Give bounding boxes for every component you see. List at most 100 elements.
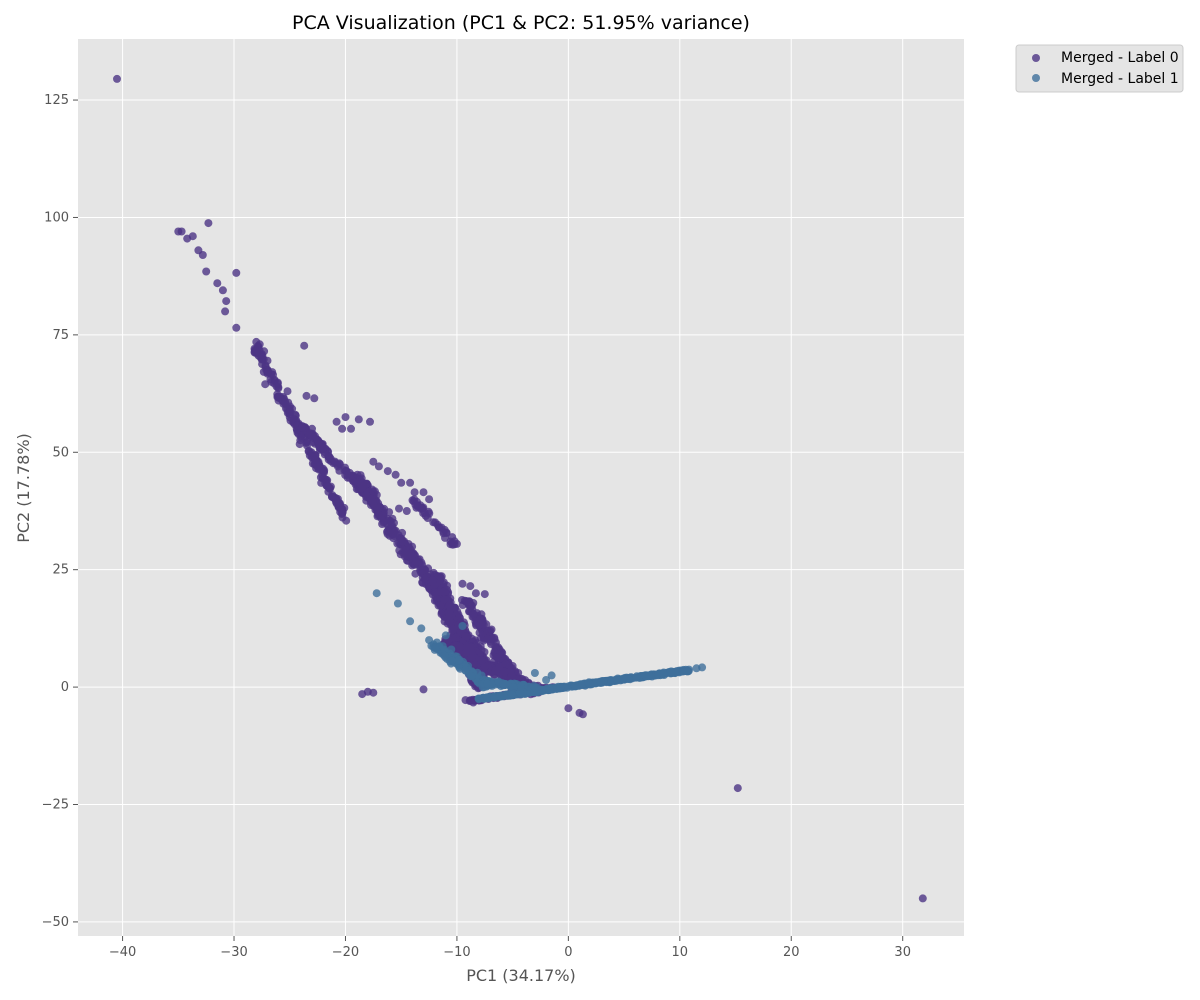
scatter-point [436,572,444,581]
scatter-point [445,617,454,626]
scatter-point [441,533,449,542]
scatter-point [393,599,402,608]
scatter-point [547,671,556,680]
scatter-point [406,478,415,487]
scatter-point [232,268,241,277]
scatter-point [596,678,605,687]
scatter-point [113,74,121,83]
scatter-point [401,548,410,556]
scatter-point [466,643,475,652]
scatter-point [407,551,416,560]
scatter-point [458,622,467,630]
scatter-point [467,653,476,662]
series-label-1 [372,589,707,704]
scatter-point [338,510,346,518]
scatter-point [461,648,470,657]
scatter-point [391,470,400,479]
scatter-point [440,595,449,604]
scatter-point [578,710,587,719]
scatter-point [428,576,437,585]
x-tick-label: −40 [109,945,136,960]
scatter-point [545,685,554,694]
scatter-point [483,634,492,643]
scatter-point [218,286,227,295]
legend-marker-label-1 [1032,74,1040,82]
x-tick-label: −10 [443,945,470,960]
scatter-point [483,679,492,688]
scatter-point [439,587,448,596]
plot-area [78,39,964,936]
scatter-point [469,610,478,619]
scatter-point [477,656,486,665]
legend: Merged - Label 0 Merged - Label 1 [1015,44,1184,93]
scatter-point [489,693,498,702]
scatter-point [296,436,305,445]
scatter-point [417,624,426,633]
scatter-point [482,693,491,702]
scatter-point [336,460,344,469]
scatter-point [369,457,378,466]
scatter-point [177,227,186,236]
scatter-point [578,680,586,689]
scatter-point [213,279,222,288]
scatter-point [397,478,406,487]
scatter-point [425,495,434,504]
scatter-point [267,370,276,379]
scatter-point [500,667,509,676]
legend-label-0: Merged - Label 0 [1061,50,1179,66]
scatter-point [366,417,374,426]
scatter-point [613,675,622,684]
scatter-point [261,380,270,389]
scatter-point [383,467,392,476]
scatter-point [564,704,573,713]
scatter-point [369,688,378,697]
scatter-point [412,503,421,512]
scatter-point [411,569,420,578]
scatter-point [632,672,641,681]
scatter-point [480,662,489,671]
scatter-point [323,482,332,491]
scatter-point [342,467,351,476]
scatter-point [267,377,276,386]
scatter-point [275,392,284,401]
scatter-point [733,784,742,793]
x-tick-label: −20 [332,945,359,960]
scatter-point [448,656,456,665]
scatter-point [461,666,470,675]
legend-marker-label-0 [1032,54,1040,62]
scatter-point [232,323,241,332]
scatter-point [332,417,341,426]
scatter-point [399,537,408,546]
scatter-point [454,656,463,665]
y-tick-label: 75 [52,328,69,343]
scatter-point [395,504,403,513]
scatter-point [501,679,510,688]
y-tick-label: 100 [44,210,69,225]
scatter-point [918,894,927,903]
scatter-point [419,488,428,497]
scatter-point [221,307,230,316]
scatter-point [556,683,565,691]
scatter-point [298,422,307,431]
scatter-point [273,379,282,388]
scatter-point [507,672,516,681]
scatter-point [398,528,407,537]
scatter-point [448,533,457,542]
scatter-point [419,685,428,694]
scatter-point [480,590,489,599]
scatter-point [354,415,363,424]
scatter-point [441,631,450,640]
x-axis-label: PC1 (34.17%) [466,966,576,985]
axis-ticks: −40 −30 −20 −10 0 10 20 30 −50 −25 0 25 50 75 100 125 [42,93,911,960]
scatter-point [374,504,383,513]
series-label-0 [113,74,927,903]
scatter-point [493,653,501,662]
scatter-point [659,669,668,678]
scatter-point [619,674,628,683]
scatter-point [418,566,427,575]
scatter-point [374,462,383,471]
scatter-point [476,614,485,623]
scatter-point [290,415,299,424]
scatter-point [507,690,516,699]
scatter-point [222,297,231,306]
